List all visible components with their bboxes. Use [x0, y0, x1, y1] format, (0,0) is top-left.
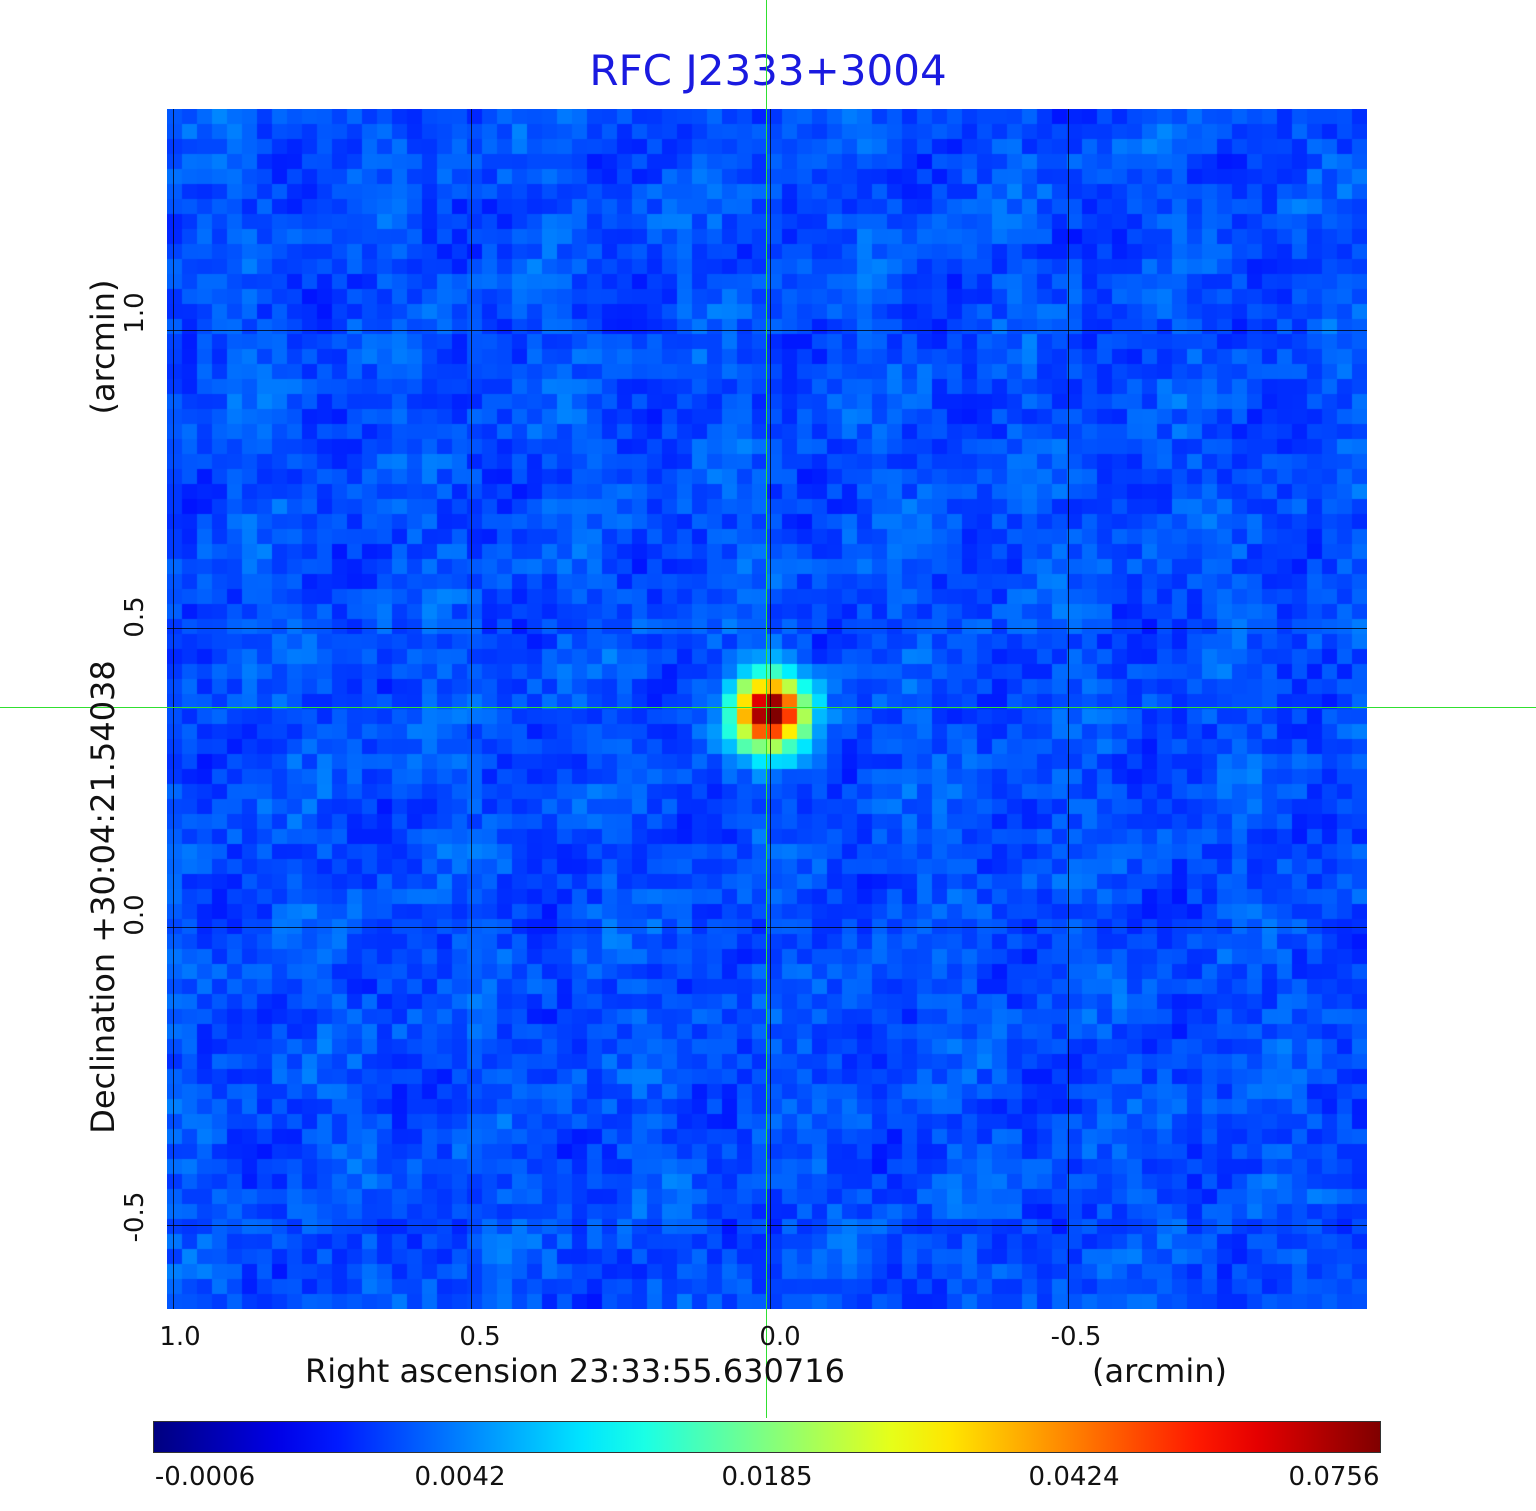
- x-tick-label: 0.5: [459, 1322, 501, 1352]
- y-tick-label: 0.0: [120, 894, 150, 936]
- x-tick-label: 1.0: [159, 1322, 201, 1352]
- colorbar: [153, 1421, 1381, 1453]
- grid-line-vertical: [172, 109, 174, 1309]
- y-axis-unit: (arcmin): [84, 279, 122, 415]
- x-tick-label: 0.0: [759, 1322, 801, 1352]
- grid-line-horizontal: [167, 926, 1367, 928]
- grid-line-horizontal: [167, 628, 1367, 630]
- y-tick-label: 1.0: [120, 292, 150, 334]
- colorbar-tick-label: 0.0424: [1028, 1462, 1120, 1492]
- colorbar-tick-label: 0.0185: [721, 1462, 813, 1492]
- grid-line-vertical: [1068, 109, 1070, 1309]
- colorbar-tick-label: 0.0042: [414, 1462, 506, 1492]
- y-axis-label: Declination +30:04:21.54038: [84, 660, 122, 1134]
- colorbar-tick-label: 0.0756: [1288, 1462, 1380, 1492]
- flux-map: [167, 109, 1367, 1309]
- crosshair-vertical: [766, 0, 767, 1418]
- x-axis-unit: (arcmin): [1092, 1352, 1227, 1390]
- grid-line-vertical: [471, 109, 473, 1309]
- grid-line-horizontal: [167, 1225, 1367, 1227]
- x-axis-label: Right ascension 23:33:55.630716: [305, 1352, 845, 1390]
- chart-title: RFC J2333+3004: [589, 46, 947, 95]
- y-tick-label: -0.5: [120, 1191, 150, 1243]
- grid-line-horizontal: [167, 329, 1367, 331]
- sky-image[interactable]: [164, 106, 1370, 1312]
- crosshair-horizontal: [0, 707, 1536, 708]
- y-tick-label: 0.5: [120, 596, 150, 638]
- x-tick-label: -0.5: [1050, 1322, 1102, 1352]
- grid-line-vertical: [769, 109, 771, 1309]
- colorbar-tick-label: -0.0006: [154, 1462, 256, 1492]
